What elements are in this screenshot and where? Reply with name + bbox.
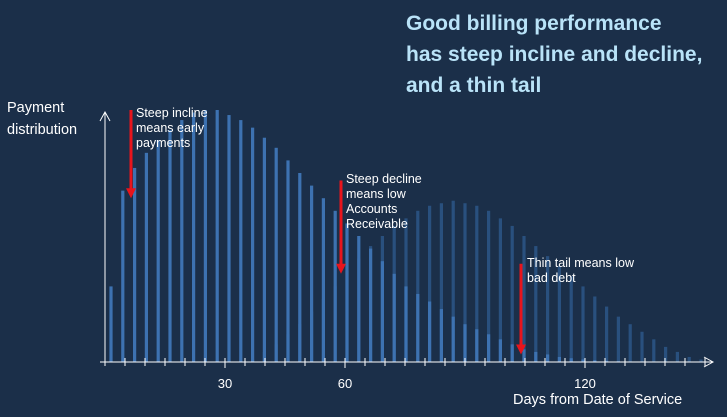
poor-bar-37	[546, 256, 550, 362]
poor-bar-29	[451, 200, 455, 362]
arrow-head-tail	[516, 344, 526, 355]
poor-bar-34	[510, 225, 514, 362]
good-bar-40	[581, 359, 585, 362]
good-bar-34	[510, 344, 514, 362]
y-axis-label: Payment distribution	[7, 100, 78, 138]
x-axis-label: Days from Date of Service	[513, 392, 683, 408]
chart-headline: Good billing performance has steep incli…	[406, 8, 702, 101]
good-bar-30	[463, 324, 467, 362]
good-bar-33	[498, 339, 502, 362]
good-bar-31	[475, 329, 479, 362]
x-minor-ticks	[104, 358, 706, 368]
arrow-head-decline	[336, 263, 346, 274]
good-bar-14	[274, 147, 278, 362]
poor-bar-36	[534, 246, 538, 362]
headline-line-1: Good billing performance	[406, 12, 662, 35]
good-bar-15	[286, 160, 290, 362]
poor-bar-30	[463, 203, 467, 362]
annotation-arrows	[126, 110, 526, 355]
x-tick-label-120: 120	[574, 376, 596, 391]
poor-bar-35	[522, 236, 526, 362]
good-bar-18	[321, 198, 325, 362]
poor-bar-48	[675, 351, 679, 362]
good-bar-10	[227, 115, 231, 362]
good-bar-21	[357, 236, 361, 362]
annotation-steep-decline: Steep decline means low Accounts Receiva…	[346, 172, 422, 231]
poor-bar-44	[628, 324, 632, 362]
good-bar-13	[262, 137, 266, 362]
good-bar-11	[239, 120, 243, 362]
annotation-thin-tail: Thin tail means low bad debt	[527, 256, 634, 285]
good-bar-3	[144, 152, 148, 362]
good-bar-12	[251, 127, 255, 362]
good-bar-6	[180, 120, 184, 362]
headline-line-2: has steep incline and decline,	[406, 43, 703, 66]
poor-bar-40	[581, 286, 585, 362]
good-bar-16	[298, 173, 302, 362]
poor-bar-46	[652, 339, 656, 362]
poor-bar-49	[687, 356, 691, 362]
y-axis-arrowhead	[99, 110, 111, 122]
good-bar-42	[605, 360, 609, 362]
poor-bar-43	[616, 316, 620, 362]
good-bar-2	[133, 167, 137, 362]
poor-bar-47	[664, 346, 668, 362]
good-bar-32	[487, 334, 491, 362]
good-bar-26	[416, 293, 420, 362]
good-bar-37	[546, 354, 550, 362]
good-bar-7	[192, 112, 196, 363]
good-bar-25	[404, 286, 408, 362]
poor-bar-28	[439, 203, 443, 362]
poor-bar-31	[475, 205, 479, 362]
poor-bar-38	[557, 266, 561, 362]
arrow-head-incline	[126, 188, 136, 199]
x-axis-arrowhead	[703, 356, 715, 368]
good-bar-19	[333, 210, 337, 362]
x-tick-labels: 30 60 120	[218, 376, 596, 391]
poor-bar-32	[487, 210, 491, 362]
good-bar-35	[522, 349, 526, 362]
good-bar-41	[593, 360, 597, 362]
headline-line-3: and a thin tail	[406, 74, 542, 97]
x-tick-label-30: 30	[218, 376, 232, 391]
good-bar-23	[380, 261, 384, 362]
x-tick-label-60: 60	[338, 376, 352, 391]
good-bar-22	[369, 248, 373, 362]
good-bar-4	[156, 140, 160, 362]
good-bar-24	[392, 273, 396, 362]
poor-bar-39	[569, 276, 573, 362]
good-bar-29	[451, 316, 455, 362]
annotation-steep-incline: Steep incline means early payments	[136, 106, 208, 150]
poor-bar-45	[640, 331, 644, 362]
good-bar-28	[439, 309, 443, 362]
good-bar-20	[345, 223, 349, 362]
good-bar-36	[534, 351, 538, 362]
good-bar-0	[109, 286, 113, 362]
good-bar-17	[310, 185, 314, 362]
good-bar-5	[168, 130, 172, 362]
poor-bar-41	[593, 296, 597, 362]
good-performance-series	[109, 110, 632, 363]
good-bar-39	[569, 358, 573, 362]
poor-bar-50	[699, 359, 703, 362]
poor-bar-26	[416, 210, 420, 362]
good-bar-27	[428, 301, 432, 362]
good-bar-8	[203, 110, 207, 362]
good-bar-38	[557, 356, 561, 362]
good-bar-9	[215, 110, 219, 362]
poor-bar-33	[498, 218, 502, 362]
good-bar-1	[121, 190, 125, 362]
poor-bar-42	[605, 306, 609, 362]
poor-bar-27	[428, 205, 432, 362]
